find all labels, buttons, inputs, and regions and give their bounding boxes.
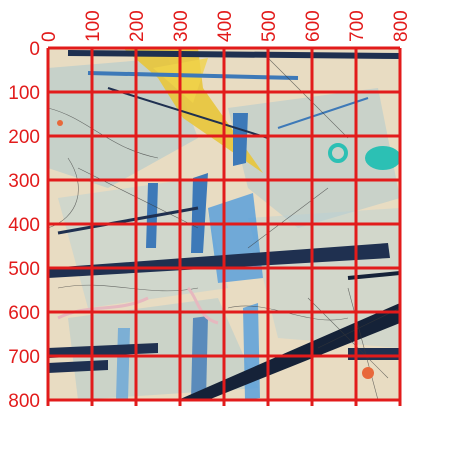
blue-column (233, 113, 248, 166)
x-tick-label: 700 (347, 10, 368, 42)
navy-bar (48, 343, 158, 358)
navy-line (87, 71, 299, 80)
x-tick-label: 200 (127, 10, 148, 42)
y-tick-label: 300 (8, 171, 40, 192)
pale-blue-plane (68, 298, 258, 400)
y-tick-label: 400 (8, 215, 40, 236)
y-tick-label: 700 (8, 347, 40, 368)
pink-stroke (57, 296, 149, 320)
blue-column (191, 173, 208, 253)
y-tick-label: 100 (8, 83, 40, 104)
y-tick-label: 500 (8, 259, 40, 280)
pink-stroke (186, 286, 219, 325)
y-tick-label: 200 (8, 127, 40, 148)
yellow-burst (123, 48, 263, 173)
blue-column (191, 316, 208, 400)
x-tick-label: 500 (259, 10, 280, 42)
orange-dot (57, 120, 63, 126)
y-tick-label: 800 (8, 391, 40, 412)
y-tick-labels: 0 100 200 300 400 500 600 700 800 (8, 39, 40, 412)
x-tick-label: 300 (171, 10, 192, 42)
teal-blob (365, 146, 400, 170)
navy-line (57, 206, 199, 235)
teal-ring (328, 143, 348, 163)
x-tick-label: 100 (83, 10, 104, 42)
x-tick-label: 800 (391, 10, 412, 42)
y-tick-label: 0 (29, 39, 40, 60)
x-tick-label: 0 (39, 31, 60, 42)
y-tick-label: 600 (8, 303, 40, 324)
ink-linework (48, 57, 400, 400)
x-tick-label: 400 (215, 10, 236, 42)
navy-bar (178, 303, 400, 400)
orange-dot (362, 367, 374, 379)
grid-lines (46, 46, 402, 406)
x-tick-labels: 0 100 200 300 400 500 600 700 800 (39, 10, 412, 42)
navy-line (67, 50, 400, 59)
x-tick-label: 600 (303, 10, 324, 42)
